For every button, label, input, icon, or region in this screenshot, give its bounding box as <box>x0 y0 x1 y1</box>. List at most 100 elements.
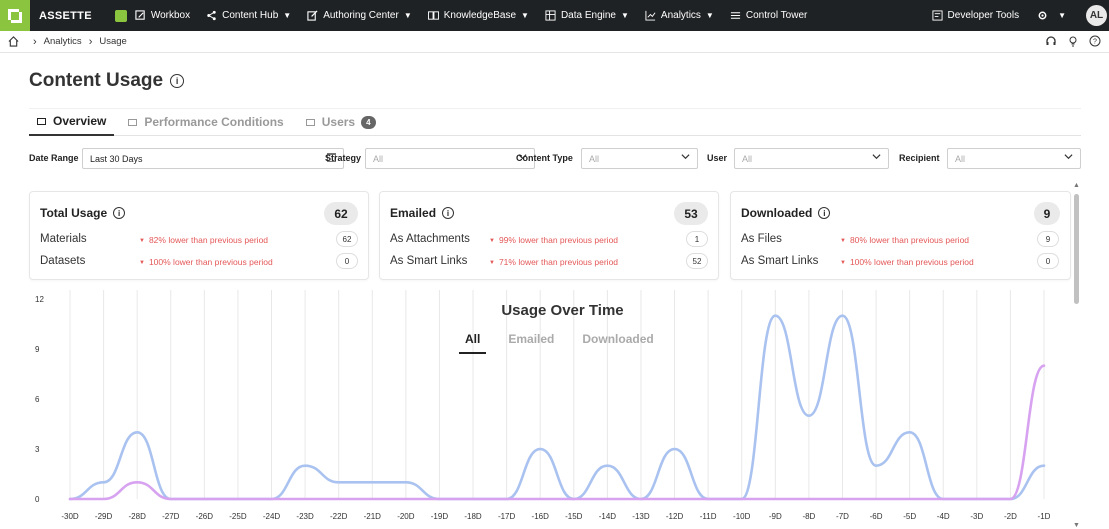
nav-label: Content Hub <box>222 10 278 21</box>
chart-tab-emailed[interactable]: Emailed <box>502 332 560 354</box>
series-line-1[interactable] <box>70 366 1044 499</box>
y-tick-label: 9 <box>35 345 40 354</box>
logo[interactable] <box>0 0 30 31</box>
svg-text:?: ? <box>1093 39 1097 46</box>
comparison-text: 100% lower than previous period <box>139 257 273 267</box>
chevron-down-icon: ▼ <box>1058 11 1066 20</box>
info-icon[interactable]: i <box>818 207 830 219</box>
headset-icon[interactable] <box>1045 35 1057 47</box>
x-tick-label: -6D <box>870 512 883 521</box>
tab-label: Users <box>322 115 355 129</box>
scrollbar-thumb[interactable] <box>1074 194 1079 304</box>
workbox-icon <box>115 10 127 22</box>
tab-users[interactable]: Users 4 <box>298 108 384 136</box>
card-title: Downloaded i <box>741 206 830 220</box>
row-count: 9 <box>1037 231 1059 247</box>
tab-label: Performance Conditions <box>144 115 283 129</box>
developer-tools-icon <box>932 10 943 21</box>
filter-bar: Date Range Last 30 Days Strategy All Con… <box>29 148 1081 169</box>
nav-knowledgebase[interactable]: KnowledgeBase▼ <box>428 10 529 21</box>
x-tick-label: -14D <box>599 512 617 521</box>
nav-authoring-center[interactable]: Authoring Center▼ <box>307 10 412 21</box>
date-range-value: Last 30 Days <box>90 154 143 164</box>
chevron-down-icon: ▼ <box>404 11 412 20</box>
chevron-down-icon: ▼ <box>283 11 291 20</box>
card-title-text: Downloaded <box>741 206 812 220</box>
x-tick-label: -26D <box>196 512 214 521</box>
row-label: As Smart Links <box>741 255 818 267</box>
tab-label: Overview <box>53 114 106 128</box>
comparison-text: 71% lower than previous period <box>489 257 618 267</box>
nav-analytics[interactable]: Analytics▼ <box>645 10 714 21</box>
info-icon[interactable]: i <box>170 74 184 88</box>
x-tick-label: -30D <box>61 512 79 521</box>
y-tick-label: 6 <box>35 395 40 404</box>
nav-label: Control Tower <box>746 10 808 21</box>
home-icon[interactable] <box>8 36 19 47</box>
tab-performance-conditions[interactable]: Performance Conditions <box>120 108 291 136</box>
analytics-icon <box>645 10 656 21</box>
tab-bar: Overview Performance Conditions Users 4 <box>29 108 1081 136</box>
nav-data-engine[interactable]: Data Engine▼ <box>545 10 629 21</box>
info-icon[interactable]: i <box>113 207 125 219</box>
developer-tools-label: Developer Tools <box>948 10 1020 21</box>
card-total: 9 <box>1034 202 1060 225</box>
recipient-select[interactable]: All <box>947 148 1081 169</box>
strategy-label: Strategy <box>325 153 361 163</box>
workbox-edit-icon <box>135 10 146 21</box>
scroll-up-icon[interactable]: ▲ <box>1073 182 1080 189</box>
nav-workbox[interactable]: Workbox <box>115 10 190 22</box>
row-count: 0 <box>336 253 358 269</box>
x-tick-label: -17D <box>498 512 516 521</box>
avatar[interactable]: AL <box>1086 5 1107 26</box>
developer-tools-link[interactable]: Developer Tools <box>932 10 1020 21</box>
row-count: 62 <box>336 231 358 247</box>
x-tick-label: -11D <box>700 512 717 521</box>
x-tick-label: -15D <box>565 512 583 521</box>
comparison-text: 82% lower than previous period <box>139 235 268 245</box>
tab-overview[interactable]: Overview <box>29 108 114 136</box>
book-icon <box>428 10 439 21</box>
user-select[interactable]: All <box>734 148 889 169</box>
x-tick-label: -1D <box>1038 512 1051 521</box>
card-row: Materials82% lower than previous period6… <box>40 233 358 245</box>
gear-icon <box>1037 10 1048 21</box>
card-total: 53 <box>674 202 708 225</box>
chart-tab-downloaded[interactable]: Downloaded <box>576 332 659 354</box>
vertical-scrollbar[interactable]: ▲ ▼ <box>1072 184 1081 528</box>
tab-icon <box>306 119 315 126</box>
settings-menu[interactable]: ▼ <box>1037 10 1066 21</box>
x-tick-label: -9D <box>769 512 782 521</box>
card-total: 62 <box>324 202 358 225</box>
page-title-text: Content Usage <box>29 70 163 92</box>
users-count-badge: 4 <box>361 116 375 129</box>
nav-control-tower[interactable]: Control Tower <box>730 10 808 21</box>
card-row: As Smart Links71% lower than previous pe… <box>390 255 708 267</box>
x-tick-label: -5D <box>903 512 916 521</box>
card-row: As Attachments99% lower than previous pe… <box>390 233 708 245</box>
user-label: User <box>707 153 727 163</box>
nav-content-hub[interactable]: Content Hub ▼ <box>206 10 291 21</box>
lightbulb-icon[interactable] <box>1067 35 1079 47</box>
logo-mark-icon <box>8 9 22 23</box>
help-icon[interactable]: ? <box>1089 35 1101 47</box>
recipient-label: Recipient <box>899 153 940 163</box>
x-tick-label: -8D <box>802 512 815 521</box>
content-type-value: All <box>589 154 599 164</box>
info-icon[interactable]: i <box>442 207 454 219</box>
chart-title: Usage Over Time <box>16 302 1109 319</box>
x-tick-label: -2D <box>1004 512 1017 521</box>
share-icon <box>206 10 217 21</box>
breadcrumb-analytics[interactable]: Analytics <box>44 36 82 47</box>
date-range-picker[interactable]: Last 30 Days <box>82 148 344 169</box>
chevron-down-icon: ▼ <box>521 11 529 20</box>
strategy-select[interactable]: All <box>365 148 535 169</box>
chart-tab-all[interactable]: All <box>459 332 486 354</box>
content-type-select[interactable]: All <box>581 148 698 169</box>
x-tick-label: -21D <box>364 512 382 521</box>
page-title: Content Usage i <box>29 70 184 92</box>
